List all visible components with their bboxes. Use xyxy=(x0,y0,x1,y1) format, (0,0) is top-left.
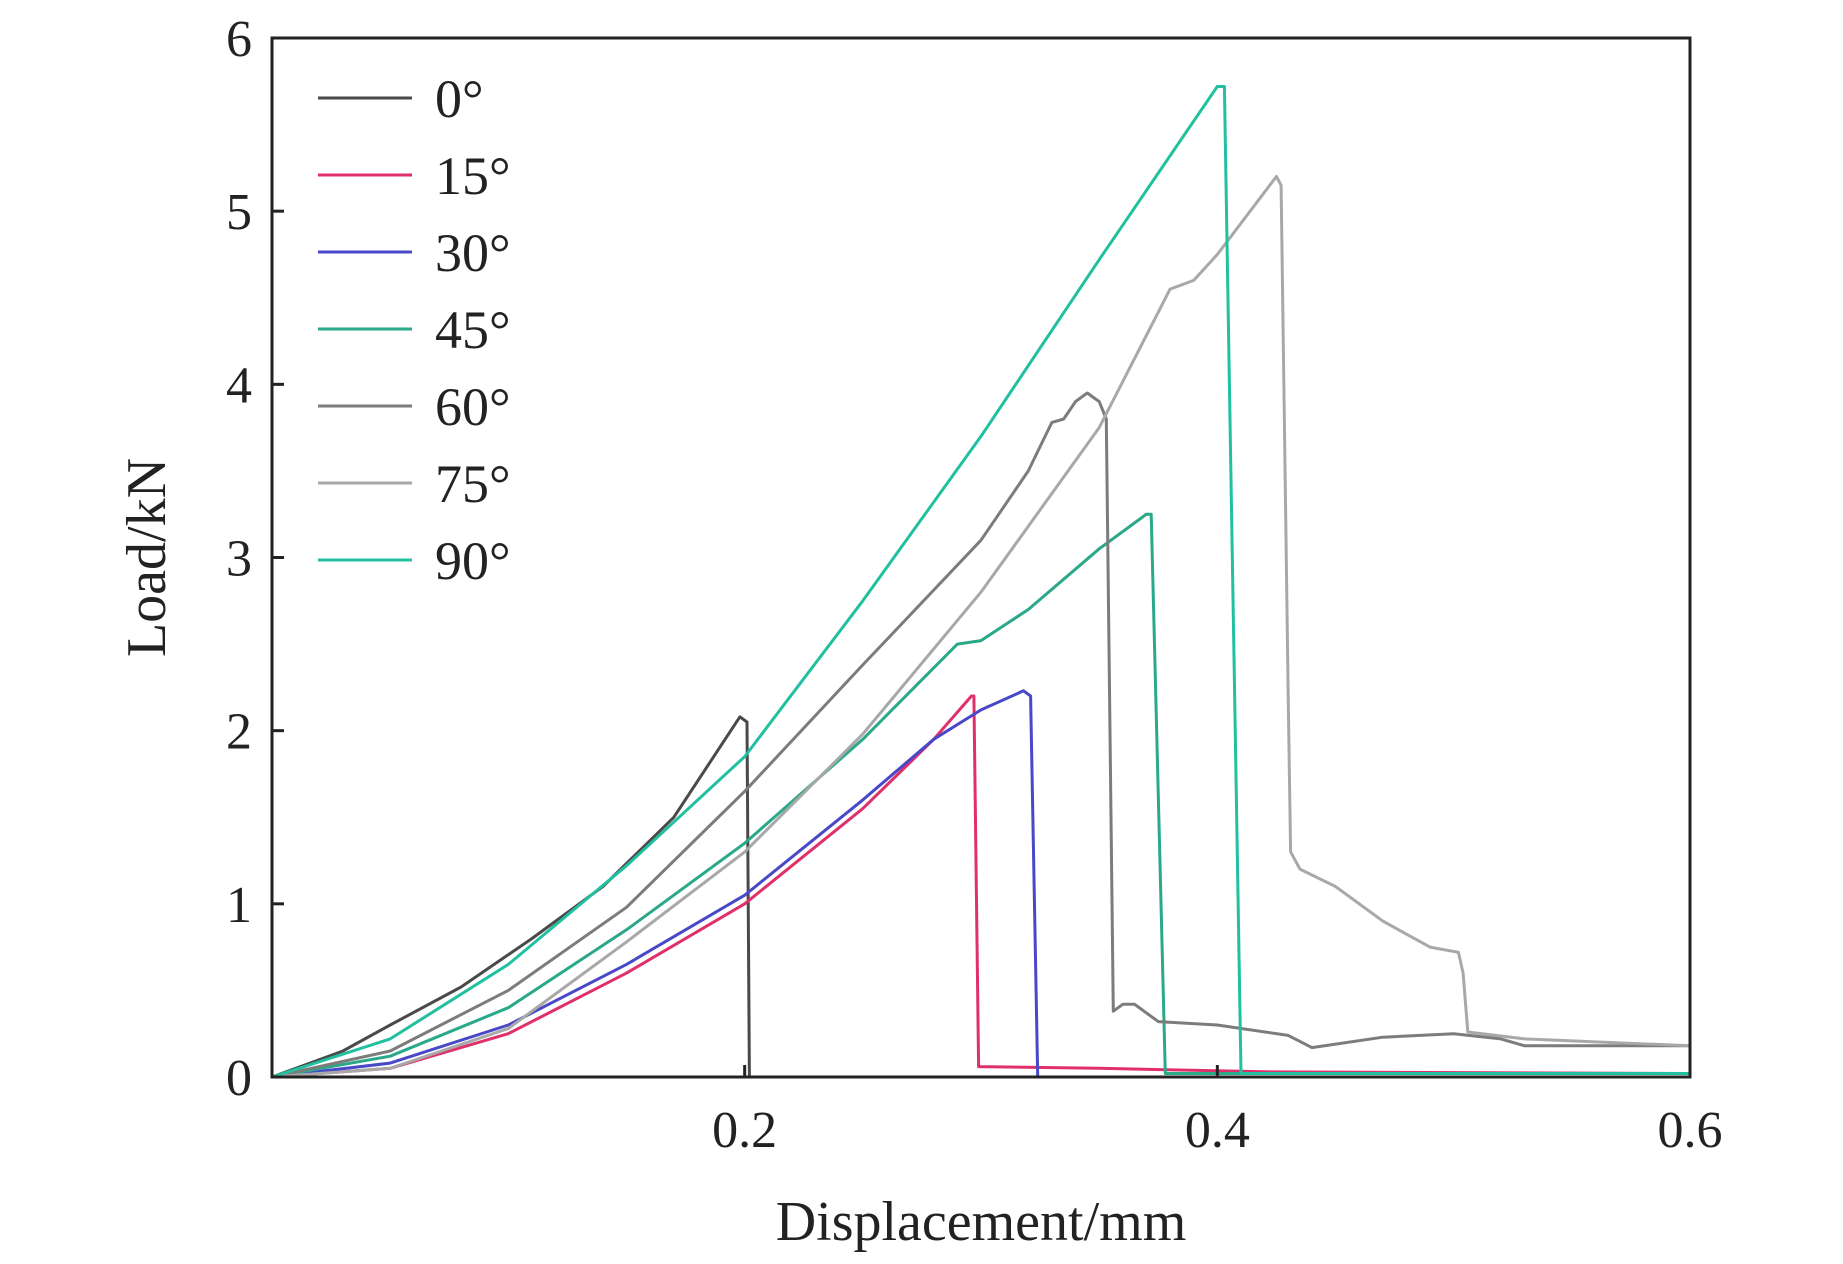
x-tick-label: 0.4 xyxy=(1185,1102,1250,1159)
series-line-5 xyxy=(270,175,1692,1079)
legend: 0° 15° 30° 45° 60° 75° 90° xyxy=(318,69,511,591)
x-axis-label: Displacement/mm xyxy=(776,1191,1187,1253)
legend-label: 30° xyxy=(435,223,511,283)
y-tick-label: 1 xyxy=(226,877,252,934)
y-tick-label: 3 xyxy=(226,531,252,588)
series-line-1 xyxy=(270,694,1692,1079)
legend-label: 45° xyxy=(435,300,511,360)
legend-label: 90° xyxy=(435,531,511,591)
legend-label: 75° xyxy=(435,454,511,514)
x-tick-label: 0.6 xyxy=(1658,1102,1723,1159)
legend-label: 15° xyxy=(435,146,511,206)
y-tick-label: 4 xyxy=(226,357,252,414)
axis-ticks: 0 1 2 3 4 5 6 0.2 0.4 0.6 xyxy=(226,11,1723,1159)
x-tick-label: 0.2 xyxy=(712,1102,777,1159)
series-line-4 xyxy=(270,391,1692,1079)
series-line-6 xyxy=(270,85,1692,1079)
legend-label: 60° xyxy=(435,377,511,437)
y-tick-label: 0 xyxy=(226,1050,252,1107)
legend-label: 0° xyxy=(435,69,484,129)
series-layer xyxy=(270,85,1692,1079)
y-tick-label: 2 xyxy=(226,704,252,761)
y-tick-label: 5 xyxy=(226,184,252,241)
y-tick-label: 6 xyxy=(226,11,252,68)
y-axis-label: Load/kN xyxy=(116,458,178,657)
series-line-3 xyxy=(270,512,1692,1079)
series-line-0 xyxy=(270,715,1692,1079)
series-line-2 xyxy=(270,689,1692,1079)
